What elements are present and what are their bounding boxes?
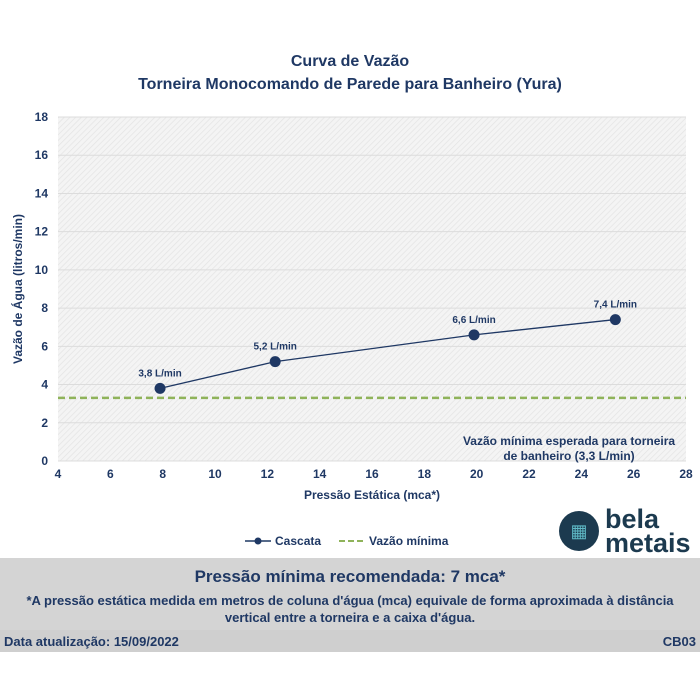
cascata-line bbox=[159, 318, 616, 390]
bela-metais-logo: ▦ bela metais bbox=[559, 504, 691, 558]
dashed-line-icon bbox=[339, 540, 366, 542]
line-marker-icon bbox=[245, 537, 271, 545]
x-tick-label: 28 bbox=[679, 467, 693, 481]
x-tick-label: 20 bbox=[470, 467, 484, 481]
footer: Data atualização: 15/09/2022 CB03 bbox=[0, 630, 700, 652]
x-tick-label: 22 bbox=[522, 467, 536, 481]
title: Curva de Vazão bbox=[290, 53, 410, 70]
y-tick-label: 18 bbox=[35, 110, 49, 124]
info-band: Pressão mínima recomendada: 7 mca* *A pr… bbox=[0, 558, 700, 630]
legend-cascata: Cascata bbox=[245, 534, 321, 548]
x-tick-label: 14 bbox=[313, 467, 327, 481]
data-point bbox=[269, 356, 281, 368]
y-tick-label: 8 bbox=[41, 301, 48, 315]
footnote-line-1: *A pressão estática medida em metros de … bbox=[26, 593, 674, 608]
footnote-line-2: vertical entre a torneira e a caixa d'ág… bbox=[224, 610, 476, 625]
update-date: Data atualização: 15/09/2022 bbox=[4, 634, 179, 649]
x-tick-label: 24 bbox=[575, 467, 589, 481]
x-tick-label: 12 bbox=[261, 467, 275, 481]
x-tick-label: 4 bbox=[55, 467, 62, 481]
y-tick-label: 16 bbox=[35, 148, 49, 162]
data-label: 5,2 L/min bbox=[254, 342, 297, 353]
data-label: 3,8 L/min bbox=[138, 368, 181, 379]
x-tick-label: 16 bbox=[365, 467, 379, 481]
x-tick-label: 6 bbox=[107, 467, 114, 481]
legend-label: Vazão mínima bbox=[369, 534, 449, 548]
y-tick-label: 14 bbox=[35, 186, 49, 200]
logo-line-2: metais bbox=[605, 528, 691, 558]
annotation-line-1: Vazão mínima esperada para torneira bbox=[463, 434, 675, 448]
logo-line-1: bela bbox=[605, 504, 660, 534]
y-tick-label: 2 bbox=[41, 416, 48, 430]
x-tick-label: 8 bbox=[159, 467, 166, 481]
y-axis-label: Vazão de Água (litros/min) bbox=[10, 214, 25, 364]
legend-vazao-minima: Vazão mínima bbox=[339, 534, 448, 548]
data-point bbox=[468, 329, 480, 341]
logo-icon: ▦ bbox=[559, 511, 599, 551]
y-tick-label: 0 bbox=[41, 454, 48, 468]
x-tick-label: 10 bbox=[208, 467, 222, 481]
x-tick-label: 18 bbox=[418, 467, 432, 481]
data-point bbox=[154, 382, 166, 394]
subtitle: Torneira Monocomando de Parede para Banh… bbox=[138, 76, 562, 93]
y-tick-label: 12 bbox=[35, 225, 49, 239]
legend-label: Cascata bbox=[275, 534, 322, 548]
data-label: 7,4 L/min bbox=[594, 300, 637, 311]
legend: Cascata Vazão mínima bbox=[245, 534, 448, 548]
y-tick-label: 10 bbox=[35, 263, 49, 277]
annotation-line-2: de banheiro (3,3 L/min) bbox=[503, 449, 634, 463]
plot-area bbox=[58, 117, 686, 461]
x-axis-label: Pressão Estática (mca*) bbox=[304, 488, 440, 502]
product-code: CB03 bbox=[662, 634, 696, 649]
y-tick-label: 6 bbox=[41, 339, 48, 353]
data-point bbox=[609, 314, 621, 326]
chart-title: Curva de Vazão Torneira Monocomando de P… bbox=[0, 50, 700, 96]
x-tick-label: 26 bbox=[627, 467, 641, 481]
recommended-pressure: Pressão mínima recomendada: 7 mca* bbox=[194, 567, 506, 586]
y-tick-label: 4 bbox=[41, 378, 48, 392]
data-label: 6,6 L/min bbox=[452, 315, 495, 326]
